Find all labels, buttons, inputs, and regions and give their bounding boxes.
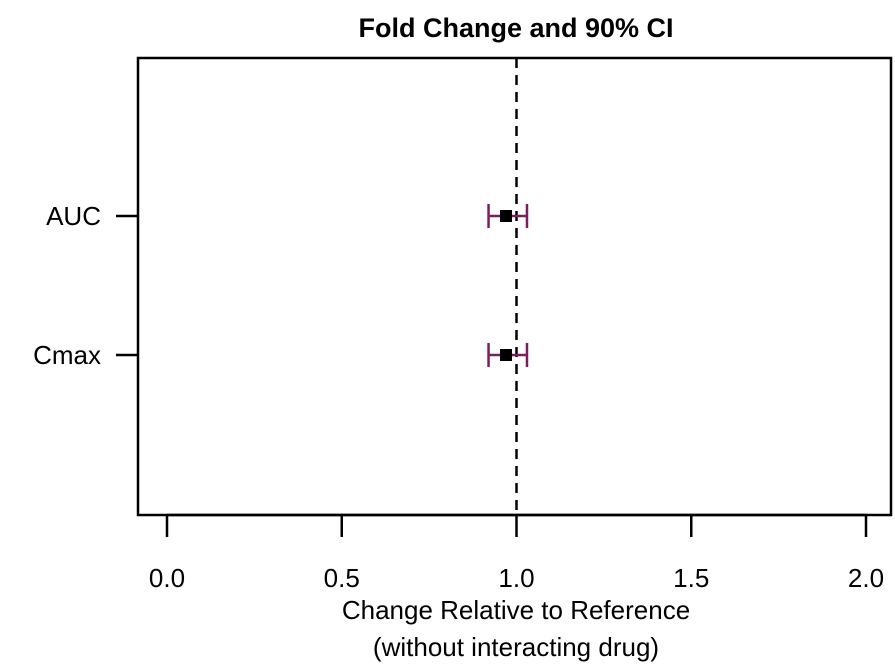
x-tick-label: 1.5 (673, 563, 709, 593)
point-estimate-auc (500, 210, 513, 222)
x-tick-label: 0.5 (324, 563, 360, 593)
x-axis-label-line2: (without interacting drug) (373, 632, 659, 662)
x-axis: 0.0 0.5 1.0 1.5 2.0 (149, 513, 884, 593)
x-tick-label: 1.0 (498, 563, 534, 593)
chart-title: Fold Change and 90% CI (358, 13, 673, 43)
x-tick-label: 0.0 (149, 563, 185, 593)
y-tick-label-cmax: Cmax (33, 340, 101, 370)
point-estimate-cmax (500, 349, 513, 361)
plot-frame (136, 56, 893, 517)
y-tick-label-auc: AUC (46, 201, 101, 231)
x-axis-label-line1: Change Relative to Reference (342, 595, 690, 625)
x-tick-label: 2.0 (848, 563, 884, 593)
plot-marks (487, 204, 529, 367)
y-axis: AUC Cmax (33, 201, 138, 370)
